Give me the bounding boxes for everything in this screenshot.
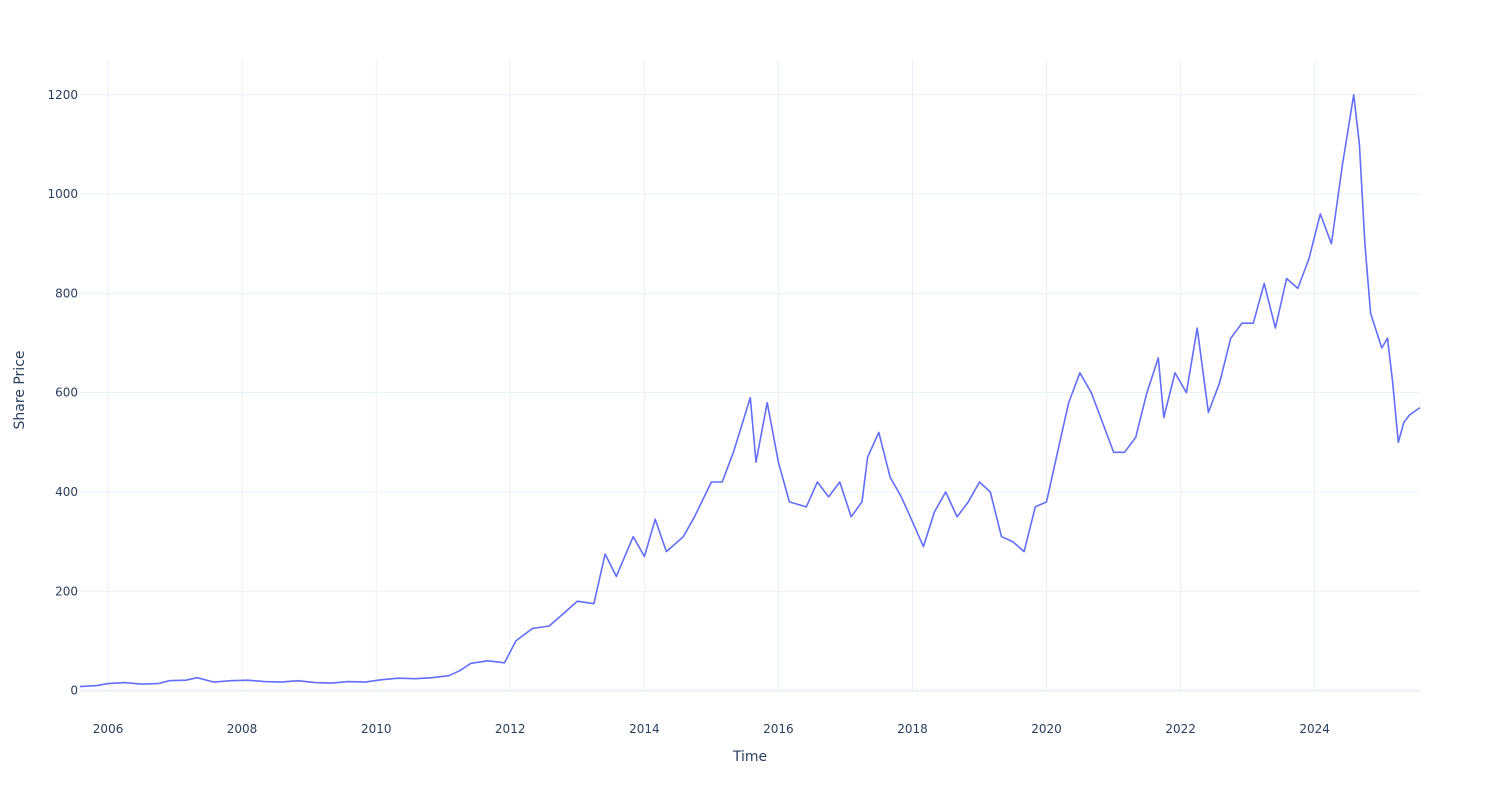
series-line-0 [79,94,1421,688]
x-tick-label: 2010 [361,722,392,736]
grid [80,60,1420,692]
y-tick-label: 800 [55,286,78,300]
y-tick-label: 600 [55,386,78,400]
x-axis-title: Time [732,749,767,765]
y-tick-label: 200 [55,584,78,598]
x-tick-label: 2012 [495,722,526,736]
y-tick-label: 1200 [47,88,78,102]
x-tick-label: 2020 [1031,722,1062,736]
x-tick-label: 2016 [763,722,794,736]
y-tick-label: 0 [70,684,78,698]
x-tick-label: 2008 [227,722,258,736]
y-axis-ticks: 0 200 400 600 800 1000 1200 [47,88,78,698]
y-axis-title: Share Price [12,350,28,429]
x-tick-label: 2006 [93,722,124,736]
x-tick-label: 2022 [1165,722,1196,736]
x-tick-label: 2024 [1299,722,1330,736]
y-tick-label: 1000 [47,187,78,201]
x-tick-label: 2018 [897,722,928,736]
x-tick-label: 2014 [629,722,660,736]
y-tick-label: 400 [55,485,78,499]
x-axis-ticks: 2006 2008 2010 2012 2014 2016 2018 2020 2022 2024 [93,722,1330,736]
series-layer [79,94,1421,688]
